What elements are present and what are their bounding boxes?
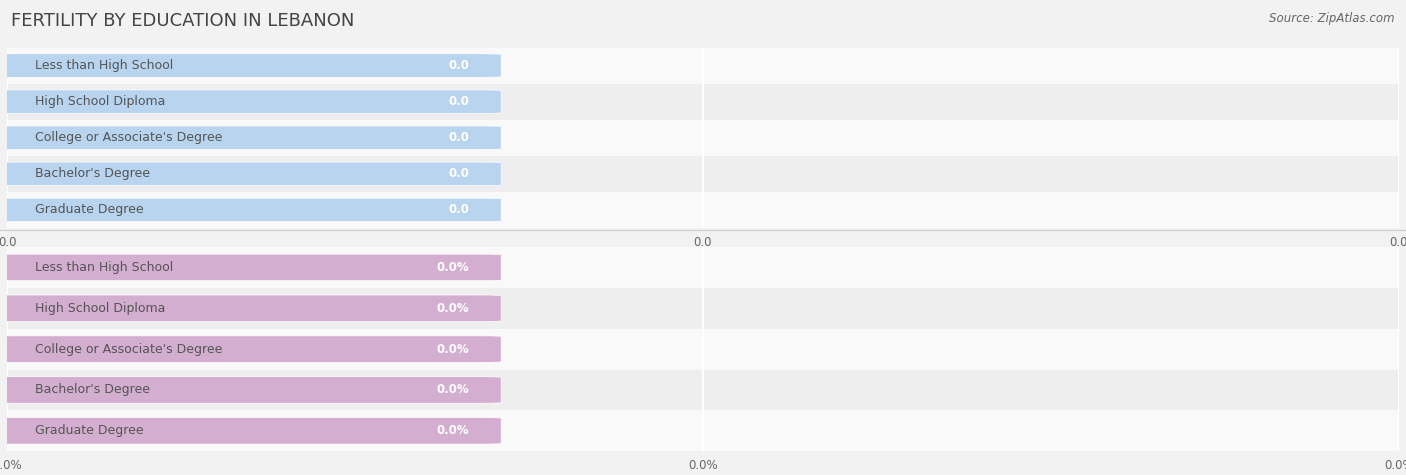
Text: 0.0%: 0.0% — [436, 424, 470, 437]
Text: Less than High School: Less than High School — [35, 261, 173, 274]
Text: College or Associate's Degree: College or Associate's Degree — [35, 131, 222, 144]
FancyBboxPatch shape — [0, 377, 501, 403]
Text: Source: ZipAtlas.com: Source: ZipAtlas.com — [1270, 12, 1395, 25]
Text: Bachelor's Degree: Bachelor's Degree — [35, 383, 150, 397]
Text: High School Diploma: High School Diploma — [35, 302, 166, 315]
Text: High School Diploma: High School Diploma — [35, 95, 166, 108]
FancyBboxPatch shape — [0, 90, 501, 114]
Text: 0.0%: 0.0% — [436, 302, 470, 315]
Bar — [7, 84, 1399, 120]
Text: Less than High School: Less than High School — [35, 59, 173, 72]
Bar — [7, 48, 1399, 84]
Bar — [7, 288, 1399, 329]
Bar — [7, 410, 1399, 451]
FancyBboxPatch shape — [0, 254, 501, 281]
Bar — [7, 370, 1399, 410]
Text: Graduate Degree: Graduate Degree — [35, 203, 143, 217]
Text: 0.0: 0.0 — [449, 167, 470, 180]
FancyBboxPatch shape — [0, 295, 501, 322]
Bar — [7, 329, 1399, 370]
Text: College or Associate's Degree: College or Associate's Degree — [35, 342, 222, 356]
Text: Graduate Degree: Graduate Degree — [35, 424, 143, 437]
FancyBboxPatch shape — [0, 54, 501, 77]
Text: Bachelor's Degree: Bachelor's Degree — [35, 167, 150, 180]
FancyBboxPatch shape — [0, 198, 501, 222]
Bar — [7, 192, 1399, 228]
FancyBboxPatch shape — [0, 418, 501, 444]
Text: 0.0%: 0.0% — [436, 261, 470, 274]
Text: 0.0: 0.0 — [449, 95, 470, 108]
Bar — [7, 247, 1399, 288]
Bar — [7, 156, 1399, 192]
FancyBboxPatch shape — [0, 126, 501, 150]
Text: FERTILITY BY EDUCATION IN LEBANON: FERTILITY BY EDUCATION IN LEBANON — [11, 12, 354, 30]
Text: 0.0%: 0.0% — [436, 342, 470, 356]
FancyBboxPatch shape — [0, 162, 501, 186]
FancyBboxPatch shape — [0, 336, 501, 362]
Text: 0.0: 0.0 — [449, 131, 470, 144]
Text: 0.0: 0.0 — [449, 203, 470, 217]
Bar — [7, 120, 1399, 156]
Text: 0.0: 0.0 — [449, 59, 470, 72]
Text: 0.0%: 0.0% — [436, 383, 470, 397]
